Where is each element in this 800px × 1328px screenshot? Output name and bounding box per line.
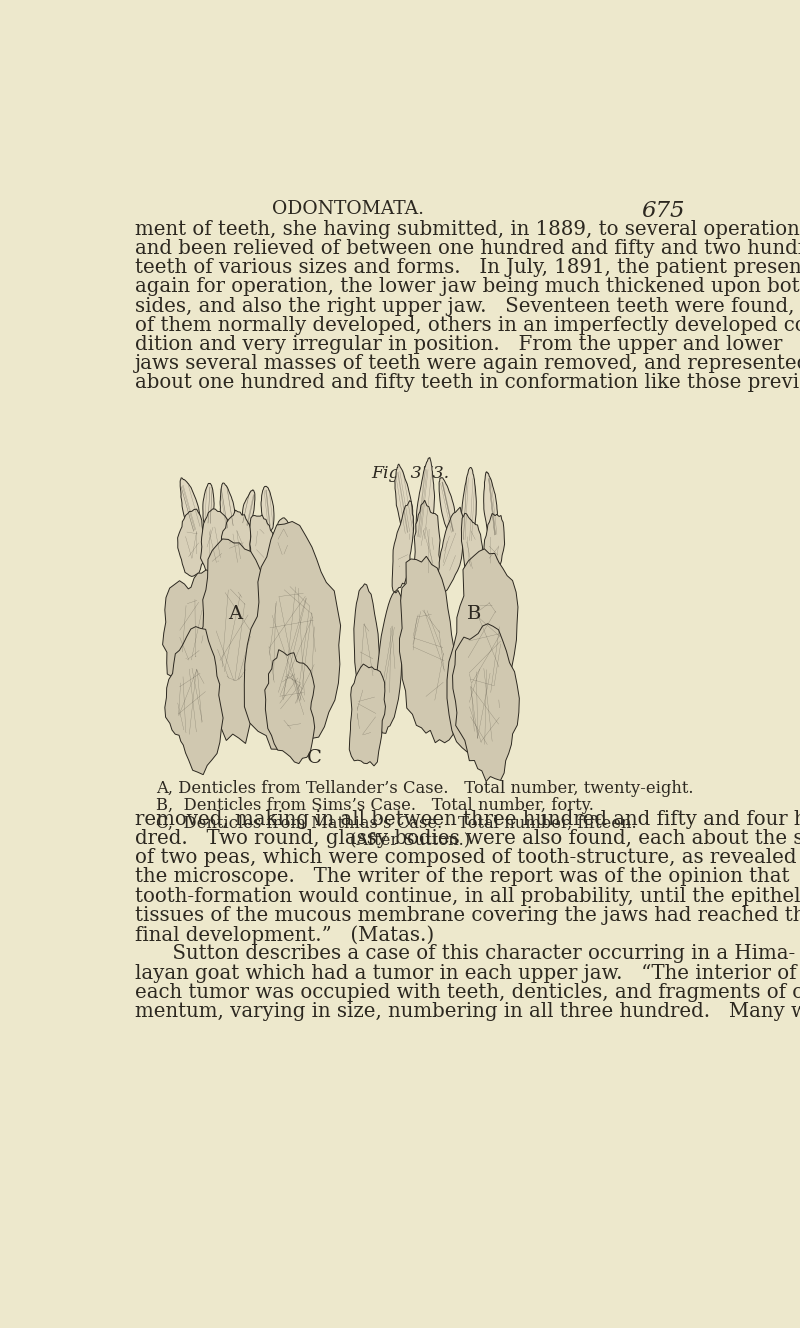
Polygon shape: [453, 624, 519, 781]
Text: each tumor was occupied with teeth, denticles, and fragments of ce-: each tumor was occupied with teeth, dent…: [134, 983, 800, 1001]
Text: mentum, varying in size, numbering in all three hundred.   Many were: mentum, varying in size, numbering in al…: [134, 1001, 800, 1021]
Polygon shape: [221, 510, 251, 582]
Text: of them normally developed, others in an imperfectly developed con-: of them normally developed, others in an…: [134, 316, 800, 335]
Polygon shape: [447, 548, 518, 753]
Polygon shape: [350, 664, 386, 766]
Text: about one hundred and fifty teeth in conformation like those previously: about one hundred and fifty teeth in con…: [134, 373, 800, 393]
Text: 675: 675: [642, 199, 686, 222]
Polygon shape: [414, 501, 441, 592]
Polygon shape: [178, 509, 205, 576]
Polygon shape: [244, 522, 341, 757]
Polygon shape: [180, 478, 201, 535]
Polygon shape: [462, 467, 476, 544]
Polygon shape: [203, 483, 214, 526]
Polygon shape: [377, 591, 403, 733]
Text: B,  Denticles from Sims’s Case.   Total number, forty.: B, Denticles from Sims’s Case. Total num…: [157, 797, 594, 814]
Text: and been relieved of between one hundred and fifty and two hundred: and been relieved of between one hundred…: [134, 239, 800, 258]
Polygon shape: [198, 539, 273, 744]
Text: B: B: [466, 606, 481, 623]
Polygon shape: [462, 513, 482, 590]
Text: the microscope.   The writer of the report was of the opinion that: the microscope. The writer of the report…: [134, 867, 790, 886]
Polygon shape: [439, 478, 455, 538]
Polygon shape: [484, 514, 505, 583]
Polygon shape: [395, 463, 414, 539]
Text: C,  Denticles from Mathias’s Case.   Total number, fifteen.: C, Denticles from Mathias’s Case. Total …: [157, 814, 637, 831]
Text: A, Denticles from Tellander’s Case.   Total number, twenty-eight.: A, Denticles from Tellander’s Case. Tota…: [157, 780, 694, 797]
Text: C: C: [306, 749, 322, 768]
Polygon shape: [392, 501, 414, 592]
Polygon shape: [201, 509, 228, 582]
Polygon shape: [354, 584, 380, 737]
Text: teeth of various sizes and forms.   In July, 1891, the patient presented: teeth of various sizes and forms. In Jul…: [134, 258, 800, 278]
Polygon shape: [242, 490, 255, 529]
Polygon shape: [484, 471, 498, 543]
Polygon shape: [416, 457, 434, 546]
Text: dition and very irregular in position.   From the upper and lower: dition and very irregular in position. F…: [134, 335, 782, 355]
Text: A: A: [228, 606, 242, 623]
Polygon shape: [265, 649, 314, 764]
Polygon shape: [220, 483, 235, 531]
Text: Sutton describes a case of this character occurring in a Hima-: Sutton describes a case of this characte…: [134, 944, 795, 963]
Text: of two peas, which were composed of tooth-structure, as revealed by: of two peas, which were composed of toot…: [134, 849, 800, 867]
Text: final development.”   (Matas.): final development.” (Matas.): [134, 926, 434, 944]
Polygon shape: [438, 507, 463, 594]
Text: again for operation, the lower jaw being much thickened upon both: again for operation, the lower jaw being…: [134, 278, 800, 296]
Polygon shape: [261, 486, 274, 531]
Polygon shape: [165, 627, 223, 774]
Text: tissues of the mucous membrane covering the jaws had reached their: tissues of the mucous membrane covering …: [134, 906, 800, 924]
Polygon shape: [399, 556, 457, 742]
Polygon shape: [271, 518, 293, 568]
Text: Fig. 373.: Fig. 373.: [371, 465, 449, 482]
Text: (After Sutton.): (After Sutton.): [350, 831, 470, 849]
Text: removed, making in all between three hundred and fifty and four hun-: removed, making in all between three hun…: [134, 810, 800, 829]
Text: layan goat which had a tumor in each upper jaw.   “The interior of: layan goat which had a tumor in each upp…: [134, 964, 796, 983]
Text: dred.   Two round, glassy bodies were also found, each about the size: dred. Two round, glassy bodies were also…: [134, 829, 800, 849]
Text: sides, and also the right upper jaw.   Seventeen teeth were found, part: sides, and also the right upper jaw. Sev…: [134, 296, 800, 316]
Polygon shape: [162, 570, 218, 697]
Text: ment of teeth, she having submitted, in 1889, to several operations,: ment of teeth, she having submitted, in …: [134, 219, 800, 239]
Polygon shape: [250, 515, 274, 571]
Text: jaws several masses of teeth were again removed, and represented: jaws several masses of teeth were again …: [134, 355, 800, 373]
Text: tooth-formation would continue, in all probability, until the epithelial: tooth-formation would continue, in all p…: [134, 887, 800, 906]
Text: ODONTOMATA.: ODONTOMATA.: [272, 199, 424, 218]
